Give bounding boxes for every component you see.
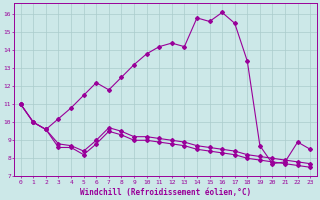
X-axis label: Windchill (Refroidissement éolien,°C): Windchill (Refroidissement éolien,°C) — [80, 188, 251, 197]
